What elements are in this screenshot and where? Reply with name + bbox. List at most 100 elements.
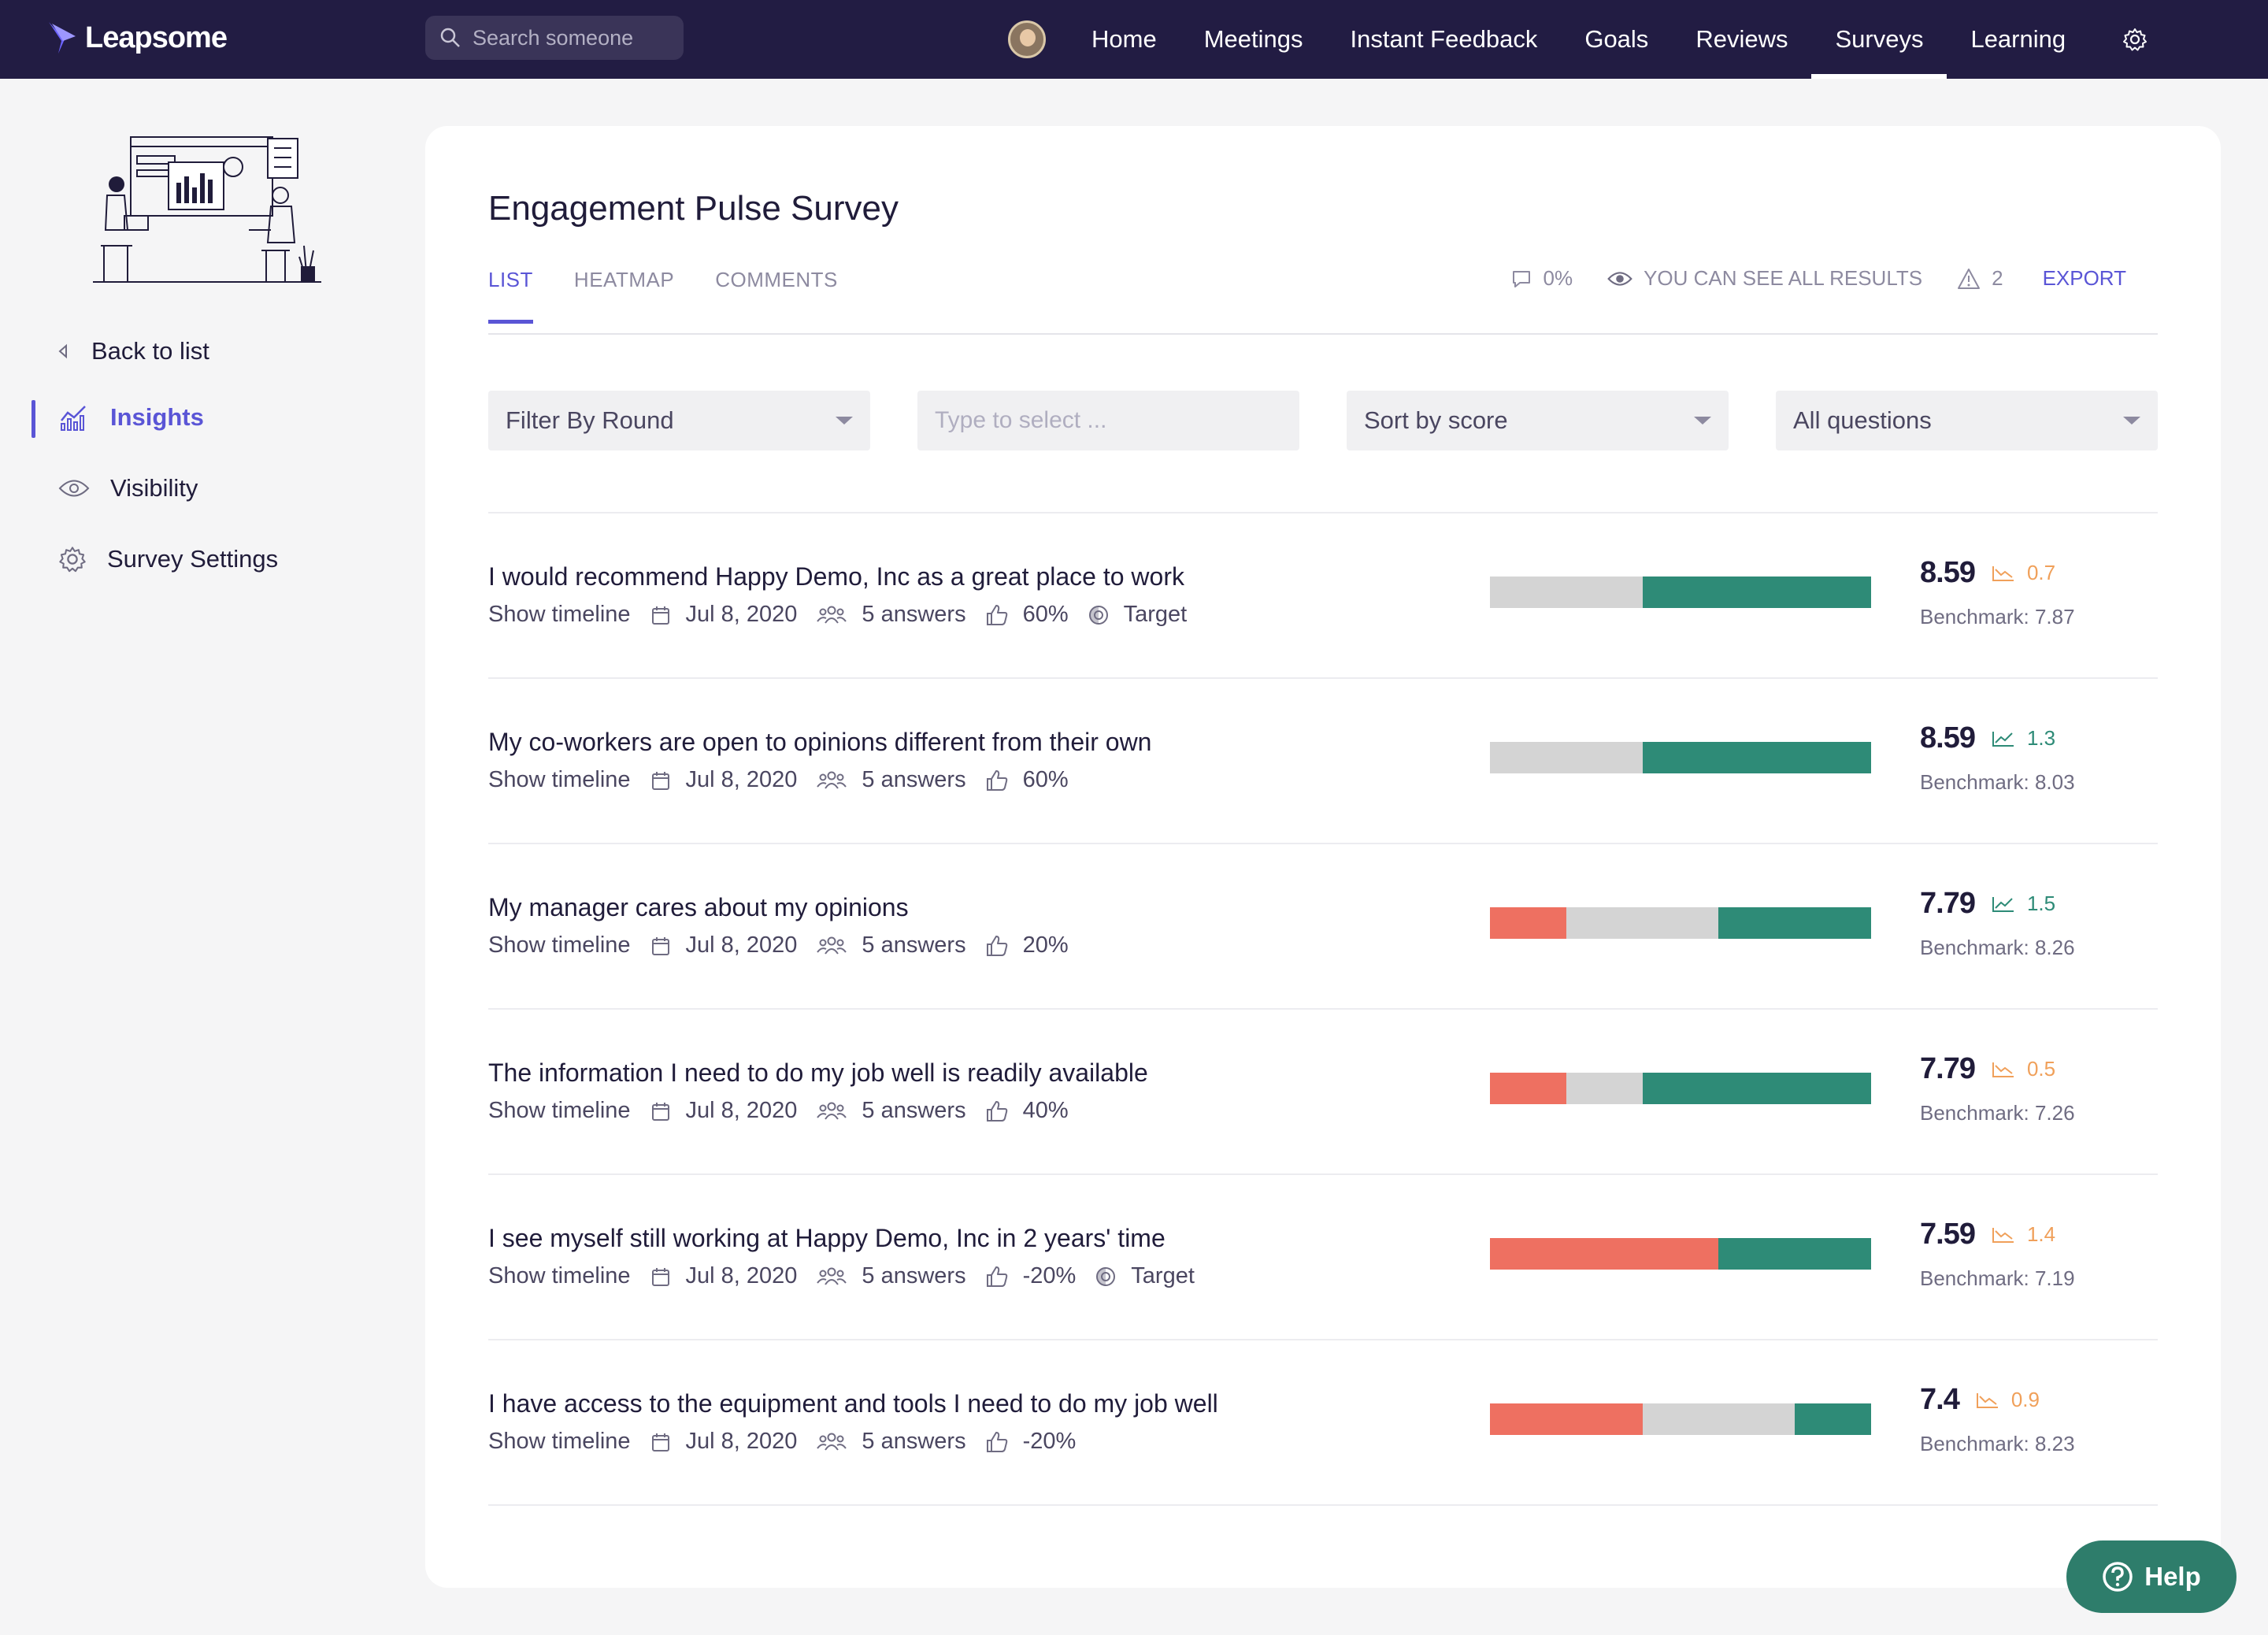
nav-learning[interactable]: Learning [1970,25,2066,53]
nav-reviews[interactable]: Reviews [1695,25,1788,53]
question-list: I would recommend Happy Demo, Inc as a g… [488,512,2158,1506]
favorability-value: 60% [1022,602,1069,627]
warning-count: 2 [1992,266,2003,290]
help-button[interactable]: Help [2066,1540,2236,1613]
nav-home[interactable]: Home [1091,25,1157,53]
question-text[interactable]: I would recommend Happy Demo, Inc as a g… [488,562,1184,591]
question-text[interactable]: I see myself still working at Happy Demo… [488,1224,1166,1252]
settings-gear-icon[interactable] [2122,27,2148,52]
favorability-value: -20% [1022,1263,1077,1288]
top-navigation-bar: Leapsome Home Meetings Instant Feedback … [0,0,2268,79]
people-icon [816,1100,847,1122]
show-timeline-link[interactable]: Show timeline [488,1429,631,1454]
trend: 1.4 [1991,1222,2055,1247]
question-row[interactable]: My co-workers are open to opinions diffe… [488,677,2158,843]
type-to-select-placeholder: Type to select ... [935,407,1107,433]
score-distribution-bar [1490,577,1871,608]
question-meta: Show timeline Jul 8, 2020 5 answers 40% [488,1098,1069,1124]
leapsome-logo[interactable]: Leapsome [47,20,228,55]
calendar-icon [650,935,672,957]
sort-value: Sort by score [1364,406,1508,434]
warning-icon[interactable] [1957,268,1981,290]
trend-down-icon [1991,1060,2016,1079]
trend-up-icon [1991,895,2016,914]
question-row[interactable]: My manager cares about my opinions Show t… [488,843,2158,1008]
question-meta: Show timeline Jul 8, 2020 5 answers -20% [488,1429,1076,1455]
filter-bar: Filter By Round Type to select ... Sort … [488,391,2158,450]
sidebar-item-insights[interactable]: Insights [58,403,204,432]
chevron-down-icon [1694,417,1711,425]
view-tabs: LIST HEATMAP COMMENTS [488,268,838,324]
show-timeline-link[interactable]: Show timeline [488,602,631,627]
answers-count: 5 answers [862,1263,966,1288]
neutral-segment [1490,742,1643,773]
question-row[interactable]: I would recommend Happy Demo, Inc as a g… [488,512,2158,677]
question-row[interactable]: I have access to the equipment and tools… [488,1339,2158,1504]
question-meta: Show timeline Jul 8, 2020 5 answers 60% [488,767,1069,793]
question-meta: Show timeline Jul 8, 2020 5 answers 20% [488,932,1069,958]
thumbs-up-icon [985,1265,1009,1288]
page-title: Engagement Pulse Survey [488,189,899,228]
calendar-icon [650,1100,672,1122]
nav-instant-feedback[interactable]: Instant Feedback [1350,25,1538,53]
negative-segment [1490,1403,1643,1435]
trend-value: 1.5 [2026,892,2056,915]
trend-value: 0.9 [2010,1388,2040,1411]
questions-select[interactable]: All questions [1776,391,2158,450]
neutral-segment [1566,1073,1643,1104]
thumbs-up-icon [985,1099,1009,1123]
show-timeline-link[interactable]: Show timeline [488,1098,631,1123]
filter-by-round-select[interactable]: Filter By Round [488,391,870,450]
search-box[interactable] [425,16,684,60]
score-value: 8.59 [1920,556,1976,589]
people-icon [816,769,847,792]
negative-segment [1490,1238,1719,1270]
answers-count: 5 answers [862,767,966,792]
trend-value: 0.5 [2026,1057,2056,1081]
type-to-select-input[interactable]: Type to select ... [917,391,1299,450]
tab-list[interactable]: LIST [488,268,533,324]
export-button[interactable]: EXPORT [2042,266,2126,290]
question-text[interactable]: I have access to the equipment and tools… [488,1389,1218,1418]
nav-surveys[interactable]: Surveys [1811,0,1947,79]
search-input[interactable] [472,25,669,50]
comment-rate: 0% [1543,266,1573,290]
visibility-label: Visibility [110,474,198,502]
nav-goals[interactable]: Goals [1584,25,1649,53]
sort-by-select[interactable]: Sort by score [1347,391,1729,450]
nav-meetings[interactable]: Meetings [1203,25,1303,53]
user-avatar[interactable] [1008,20,1046,58]
show-timeline-link[interactable]: Show timeline [488,767,631,792]
tab-comments[interactable]: COMMENTS [715,268,838,291]
thumbs-up-icon [985,934,1009,958]
score-distribution-bar [1490,907,1871,939]
score-distribution-bar [1490,1073,1871,1104]
sidebar-item-survey-settings[interactable]: Survey Settings [58,545,278,573]
score-value: 7.79 [1920,1052,1976,1085]
thumbs-up-icon [985,769,1009,792]
round-date: Jul 8, 2020 [685,1263,798,1288]
benchmark: Benchmark: 7.26 [1920,1101,2075,1125]
question-row[interactable]: The information I need to do my job well… [488,1008,2158,1173]
trend-value: 0.7 [2026,561,2056,584]
question-text[interactable]: My co-workers are open to opinions diffe… [488,728,1152,756]
positive-segment [1642,577,1871,608]
trend: 0.7 [1991,561,2055,585]
chevron-left-icon [58,343,67,359]
question-text[interactable]: My manager cares about my opinions [488,893,909,921]
negative-segment [1490,1073,1566,1104]
show-timeline-link[interactable]: Show timeline [488,932,631,958]
positive-segment [1642,1073,1871,1104]
sidebar-item-visibility[interactable]: Visibility [58,474,198,502]
app-name: Leapsome [85,20,228,54]
sidebar: Back to list Insights Visibility Survey … [0,79,425,1635]
question-row[interactable]: I see myself still working at Happy Demo… [488,1173,2158,1339]
positive-segment [1718,907,1871,939]
target-label: Target [1131,1263,1195,1288]
tab-heatmap[interactable]: HEATMAP [573,268,675,291]
back-to-list-link[interactable]: Back to list [57,337,209,365]
question-icon [2103,1562,2133,1592]
thumbs-up-icon [985,603,1009,627]
show-timeline-link[interactable]: Show timeline [488,1263,631,1288]
question-text[interactable]: The information I need to do my job well… [488,1058,1148,1087]
